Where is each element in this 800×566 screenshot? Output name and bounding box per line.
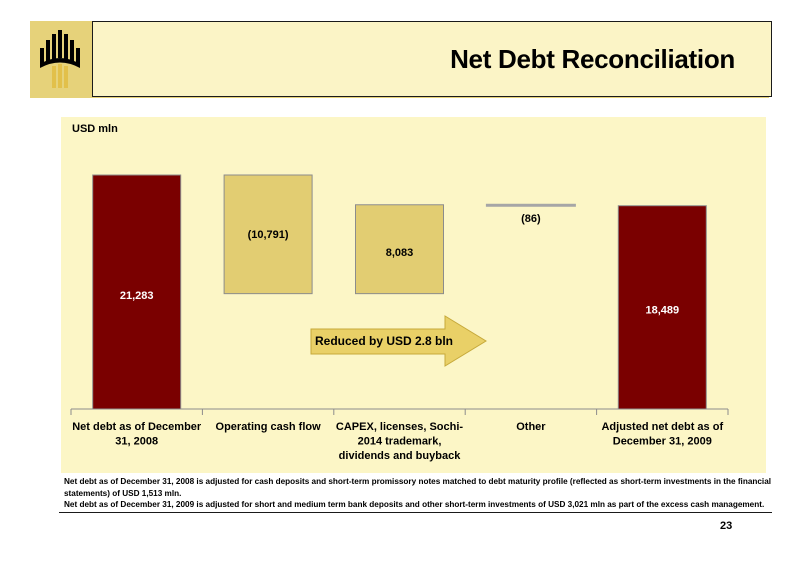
category-label: Net debt as of December [72,421,202,433]
axis-layer [70,408,729,415]
bar [92,174,182,410]
data-label: 18,489 [645,304,679,316]
footnotes: Net debt as of December 31, 2008 is adju… [64,476,772,511]
category-label: dividends and buyback [339,450,462,462]
footer-divider [59,512,772,513]
y-axis-unit-label: USD mln [72,123,118,135]
data-label: (10,791) [248,229,289,241]
bars-layer [92,174,707,410]
annotation-arrow [310,315,487,367]
category-label: 2014 trademark, [358,436,442,448]
footnote-line: Net debt as of December 31, 2008 is adju… [64,477,772,486]
category-label: 31, 2008 [115,436,158,448]
labels-layer: 21,283 Net debt as of December 31, 2008 (10… [72,213,723,462]
data-label: 8,083 [386,247,414,259]
category-label: Operating cash flow [216,421,322,433]
category-label: Other [516,421,546,433]
bar [617,205,707,410]
company-logo [40,30,80,88]
data-label: (86) [521,213,541,225]
footnote-line: statements) of USD 1,513 mln. [64,488,182,498]
category-label: December 31, 2009 [613,436,712,448]
category-label: Adjusted net debt as of [601,421,723,433]
title-box: Net Debt Reconciliation [92,21,772,97]
bar [223,174,313,295]
category-label: CAPEX, licenses, Sochi- [336,421,463,433]
bar [485,203,576,207]
page-title: Net Debt Reconciliation [450,44,735,74]
page-number: 23 [720,520,733,532]
bar [355,204,444,295]
footnote-line: Net debt as of December 31, 2009 is adju… [64,500,765,509]
arrow-layer: Reduced by USD 2.8 bln [310,315,487,367]
data-label: 21,283 [120,290,154,302]
annotation-text: Reduced by USD 2.8 bln [315,334,453,348]
